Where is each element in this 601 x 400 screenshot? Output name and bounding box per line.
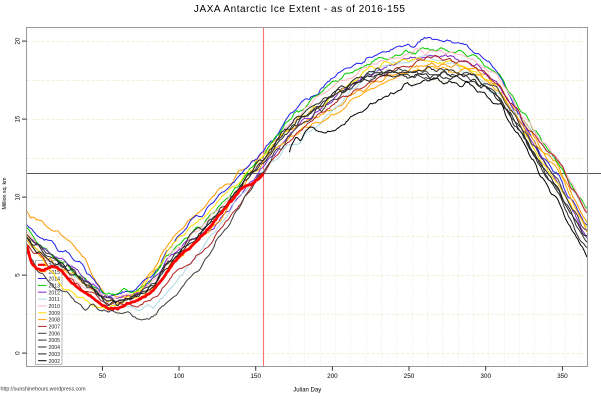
svg-text:5: 5 — [15, 273, 22, 277]
svg-text:Julian Day: Julian Day — [293, 388, 321, 394]
svg-text:2003: 2003 — [49, 352, 61, 358]
svg-text:2014: 2014 — [49, 277, 61, 283]
svg-text:0: 0 — [15, 351, 22, 355]
svg-text:2008: 2008 — [49, 318, 61, 324]
svg-text:50: 50 — [99, 373, 107, 380]
svg-text:100: 100 — [174, 373, 185, 380]
svg-text:2002: 2002 — [49, 359, 61, 365]
svg-text:JAXA Antarctic Ice Extent - as: JAXA Antarctic Ice Extent - as of 2016-1… — [194, 4, 406, 15]
svg-text:2011: 2011 — [49, 297, 60, 303]
svg-text:350: 350 — [557, 373, 568, 380]
svg-text:2009: 2009 — [49, 311, 61, 317]
svg-text:2007: 2007 — [49, 325, 61, 331]
svg-text:150: 150 — [250, 373, 261, 380]
svg-text:300: 300 — [480, 373, 491, 380]
svg-text:15: 15 — [15, 115, 22, 123]
svg-text:2005: 2005 — [49, 338, 61, 344]
svg-text:200: 200 — [327, 373, 338, 380]
svg-text:http://sunshinehours.wordpress: http://sunshinehours.wordpress.com — [1, 386, 87, 392]
svg-text:2012: 2012 — [49, 290, 61, 296]
svg-text:Million sq. km: Million sq. km — [2, 177, 8, 210]
svg-text:250: 250 — [404, 373, 415, 380]
svg-text:2010: 2010 — [49, 304, 61, 310]
svg-text:2006: 2006 — [49, 331, 61, 337]
svg-text:10: 10 — [15, 193, 22, 201]
svg-text:2004: 2004 — [49, 345, 61, 351]
svg-text:20: 20 — [15, 37, 22, 45]
svg-text:2015: 2015 — [49, 270, 61, 276]
svg-text:2013: 2013 — [49, 284, 61, 290]
